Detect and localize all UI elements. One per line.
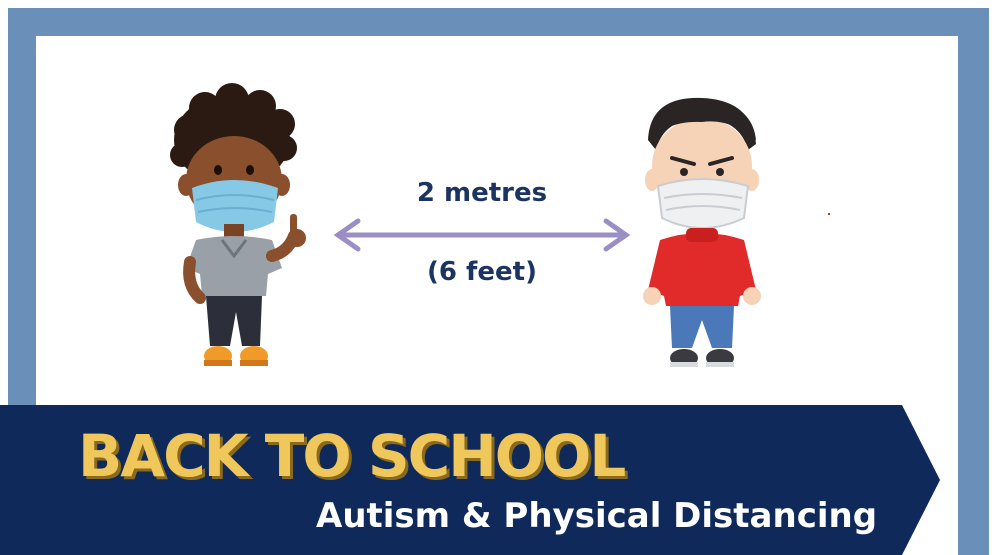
right-edge bbox=[989, 0, 992, 555]
banner-shape bbox=[0, 405, 940, 555]
stray-dot bbox=[828, 213, 830, 215]
distance-arrow bbox=[333, 218, 631, 252]
frame-right-border bbox=[958, 0, 992, 555]
banner-title: BACK TO SCHOOL bbox=[78, 422, 626, 490]
banner-subtitle: Autism & Physical Distancing bbox=[316, 496, 878, 536]
child-right-illustration bbox=[643, 97, 761, 367]
child-left-illustration bbox=[170, 83, 306, 366]
left-edge bbox=[0, 0, 8, 555]
distance-metric-label: 2 metres bbox=[416, 178, 548, 208]
distance-imperial-label: (6 feet) bbox=[427, 257, 537, 287]
top-edge bbox=[0, 0, 992, 8]
